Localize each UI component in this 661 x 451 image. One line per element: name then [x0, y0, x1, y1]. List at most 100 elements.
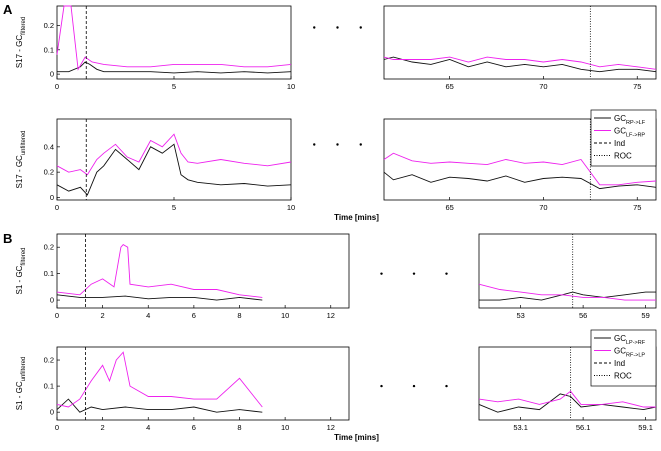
gap-dot [412, 272, 416, 275]
x-tick-label: 59.1 [638, 423, 653, 432]
panel-letter-b: B [3, 231, 12, 246]
series-line-black [478, 393, 657, 413]
series-line-black [383, 56, 657, 73]
y-axis-label: S17 - GCfiltered [15, 17, 27, 68]
x-tick-label: 0 [55, 423, 59, 432]
legend-label-sub: LP->RF [626, 340, 646, 346]
subplot-0: 0 0.1 0.2 0 5 10 65 70 75 S17 - GCfiltered [15, 5, 657, 91]
axes-frame-0 [56, 5, 292, 80]
y-tick-label: 0.2 [44, 356, 54, 365]
legend-label: GCRP->LF [614, 114, 646, 126]
y-axis-label-main: S1 - GC [15, 381, 24, 410]
legend-label-main: Ind [614, 139, 625, 148]
x-tick-label: 70 [539, 203, 547, 212]
x-tick-label: 2 [101, 423, 105, 432]
x-tick-label: 4 [146, 311, 150, 320]
x-tick-label: 0 [55, 203, 59, 212]
series-line-magenta [383, 152, 657, 186]
y-tick-label: 0.1 [44, 45, 54, 54]
legend-label: GCLP->RF [614, 334, 646, 346]
legend-label-sub: RF->LP [626, 353, 645, 359]
x-tick-label: 12 [327, 311, 335, 320]
gap-dot [380, 272, 383, 275]
x-axis-label: Time [mins] [334, 433, 379, 442]
gap-dot [380, 384, 383, 388]
legend-label-main: ROC [614, 152, 632, 161]
y-axis-label-sub: unfiltered [21, 357, 27, 382]
x-tick-label: 56 [579, 311, 587, 320]
y-axis-label-sub: unfiltered [21, 130, 27, 155]
axes-frame-0 [56, 233, 350, 309]
legend-label: ROC [614, 152, 632, 161]
legend-label: Ind [614, 139, 625, 148]
series-line-magenta [478, 390, 656, 408]
gap-dot [313, 143, 316, 146]
y-axis-label-main: S17 - GC [15, 35, 24, 69]
x-tick-label: 4 [146, 423, 150, 432]
series-line-magenta [56, 133, 292, 176]
x-tick-label: 59 [641, 311, 649, 320]
series-line-black [479, 291, 656, 301]
y-axis-label-sub: filtered [21, 248, 27, 266]
x-tick-label: 6 [192, 311, 196, 320]
x-tick-label: 0 [55, 311, 59, 320]
y-tick-label: 0.2 [44, 168, 54, 177]
y-axis-label-main: S17 - GC [15, 155, 24, 189]
series-line-black [383, 171, 657, 190]
axes-frame-1 [478, 233, 657, 309]
series-line-black [56, 398, 263, 413]
x-tick-label: 8 [237, 423, 241, 432]
y-tick-label: 0.1 [44, 269, 54, 278]
axes-frame-0 [56, 118, 292, 201]
panel-letter-a: A [3, 2, 13, 17]
series-line-magenta [56, 5, 292, 71]
x-tick-label: 10 [281, 311, 289, 320]
y-axis-label: S1 - GCunfiltered [15, 357, 27, 411]
series-line-magenta [56, 351, 263, 408]
y-tick-label: 0 [50, 408, 54, 417]
gap-dot [336, 26, 339, 29]
legend-label-main: GC [614, 127, 626, 136]
series-line-black [56, 294, 263, 301]
gap-dot [359, 143, 362, 146]
y-tick-label: 0 [50, 193, 54, 202]
legend-box [590, 109, 657, 167]
legend-label: GCRF->LP [614, 347, 645, 359]
x-tick-label: 65 [445, 203, 453, 212]
x-tick-label: 0 [55, 82, 59, 91]
series-line-magenta [478, 283, 656, 301]
legend-box [590, 329, 657, 387]
y-axis-label: S17 - GCunfiltered [15, 130, 27, 188]
legend-label-main: ROC [614, 372, 632, 381]
y-tick-label: 0.2 [44, 243, 54, 252]
y-tick-label: 0 [50, 70, 54, 79]
x-tick-label: 53 [516, 311, 524, 320]
x-tick-label: 2 [101, 311, 105, 320]
series-line-magenta [383, 56, 657, 70]
subplot-3: 0 0.1 0.2 0 2 4 6 8 10 12 53.1 56.1 59.1 S1 - GCunfil… [15, 329, 657, 442]
gap-dot [445, 384, 448, 388]
x-tick-label: 12 [327, 423, 335, 432]
gap-dot [336, 143, 339, 146]
legend-label-main: GC [614, 334, 626, 343]
y-axis-label-main: S1 - GC [15, 265, 24, 294]
x-tick-label: 65 [445, 82, 453, 91]
x-tick-label: 75 [633, 82, 641, 91]
legend-label-sub: LF->RP [626, 133, 645, 139]
gap-dot [445, 272, 448, 275]
gap-dot [313, 26, 316, 29]
x-tick-label: 8 [237, 311, 241, 320]
subplot-1: 0 0.2 0.4 0 5 10 65 70 75 S17 - GCunfiltered Time … [15, 109, 657, 222]
x-axis-label: Time [mins] [334, 213, 379, 222]
x-tick-label: 5 [172, 203, 176, 212]
series-line-black [56, 143, 292, 196]
y-tick-label: 0.1 [44, 382, 54, 391]
x-tick-label: 5 [172, 82, 176, 91]
x-tick-label: 6 [192, 423, 196, 432]
x-tick-label: 10 [287, 82, 295, 91]
series-line-black [57, 61, 292, 74]
gap-dot [359, 26, 362, 29]
x-tick-label: 75 [633, 203, 641, 212]
